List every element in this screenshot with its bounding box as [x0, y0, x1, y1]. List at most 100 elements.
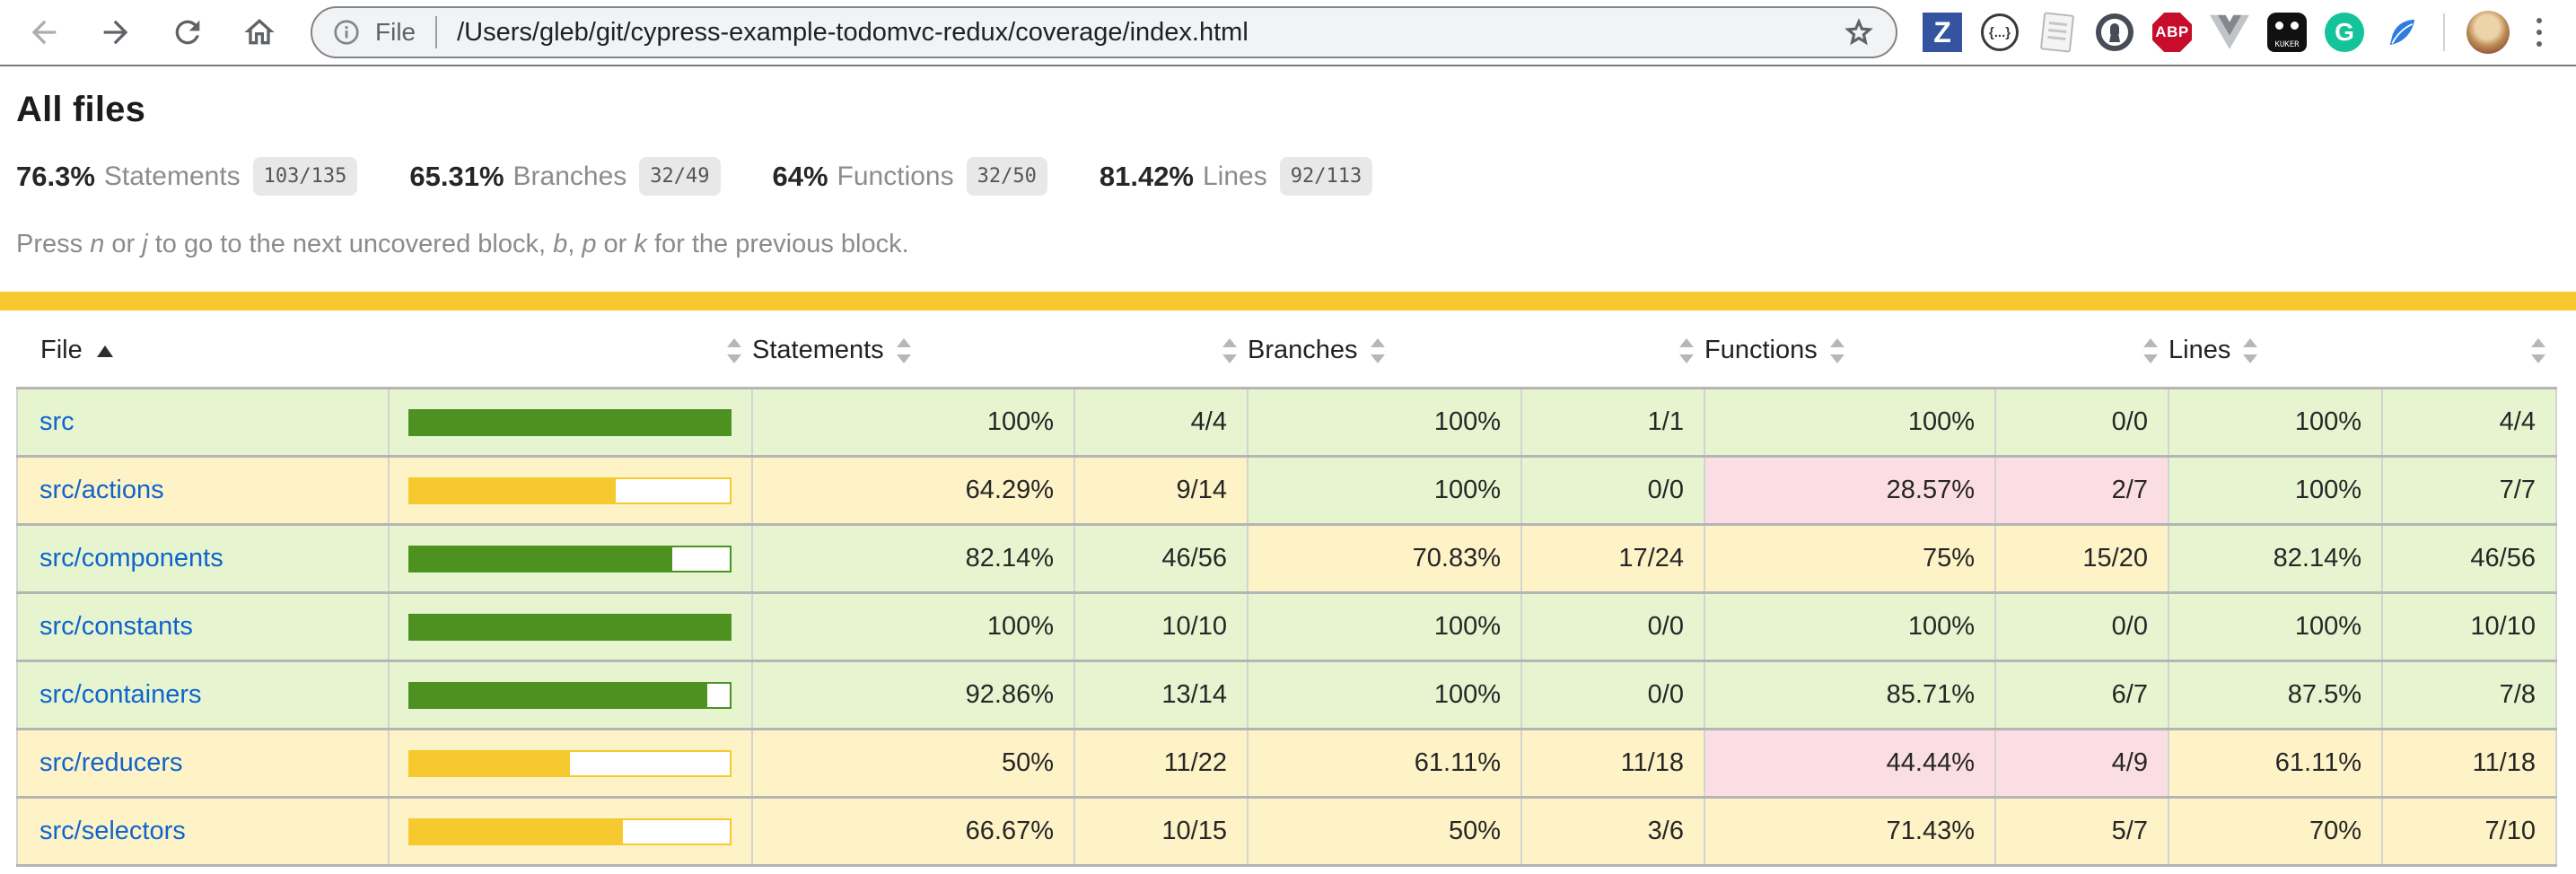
- zotero-glyph: Z: [1923, 13, 1962, 52]
- json-formatter-extension-icon[interactable]: {...}: [1979, 12, 2020, 53]
- coverage-bar: [408, 545, 732, 572]
- vue-devtools-extension-icon[interactable]: [2209, 12, 2250, 53]
- statements-fraction-cell: 10/10: [1073, 591, 1249, 663]
- coverage-bar: [408, 613, 732, 641]
- column-header-statements-raw[interactable]: [1074, 336, 1248, 389]
- adblock-plus-extension-icon[interactable]: ABP: [2151, 12, 2193, 53]
- home-button[interactable]: [239, 12, 280, 53]
- coverage-bar-fill: [410, 819, 624, 843]
- statements-fraction-cell: 13/14: [1073, 660, 1249, 731]
- sort-toggle-icon[interactable]: [1829, 336, 1844, 365]
- column-header-branches-raw[interactable]: [1521, 336, 1704, 389]
- sort-toggle-icon[interactable]: [896, 336, 911, 365]
- table-row: src/constants 100% 10/10 100% 0/0 100% 0/0 100%…: [16, 591, 2557, 663]
- statements-fraction-cell: 9/14: [1073, 455, 1249, 527]
- functions-metric: 64% Functions 32/50: [773, 157, 1047, 196]
- branches-pct-cell: 50%: [1247, 796, 1522, 868]
- file-cell: src/reducers: [16, 728, 390, 800]
- coverage-summary: 76.3% Statements 103/135 65.31% Branches…: [16, 157, 2558, 196]
- sort-toggle-icon[interactable]: [727, 336, 741, 365]
- onepassword-extension-icon[interactable]: [2094, 12, 2135, 53]
- zotero-extension-icon[interactable]: Z: [1922, 12, 1963, 53]
- column-header-functions-raw[interactable]: [1995, 336, 2169, 389]
- statements-fraction-cell: 10/15: [1073, 796, 1249, 868]
- statements-pct: 76.3%: [16, 160, 95, 192]
- file-link[interactable]: src/actions: [39, 476, 164, 505]
- reload-button[interactable]: [167, 12, 208, 53]
- sort-toggle-icon[interactable]: [1222, 336, 1237, 365]
- keyboard-hint: Press n or j to go to the next uncovered…: [16, 230, 909, 258]
- file-link[interactable]: src/components: [39, 544, 223, 573]
- coverage-table-body: src 100% 4/4 100% 1/1 100% 0/0 100% 4/4 src/actio…: [16, 387, 2557, 868]
- column-label: Branches: [1248, 336, 1358, 364]
- coverage-bar-empty: [672, 546, 730, 571]
- column-header-file[interactable]: File: [17, 336, 389, 389]
- branches-fraction-cell: 0/0: [1520, 591, 1705, 663]
- functions-pct-cell: 100%: [1704, 591, 1996, 663]
- file-link[interactable]: src/reducers: [39, 748, 183, 778]
- column-label: Lines: [2169, 336, 2231, 364]
- branches-fraction-cell: 1/1: [1520, 387, 1705, 459]
- functions-fraction-cell: 6/7: [1994, 660, 2169, 731]
- column-header-lines[interactable]: Lines: [2169, 336, 2382, 389]
- lines-fraction-cell: 7/7: [2381, 455, 2557, 527]
- statements-metric: 76.3% Statements 103/135: [16, 157, 358, 196]
- back-button[interactable]: [23, 12, 65, 53]
- sort-toggle-icon[interactable]: [2143, 336, 2158, 365]
- statements-pct-cell: 82.14%: [751, 523, 1075, 595]
- lines-fraction: 92/113: [1279, 157, 1373, 196]
- sort-toggle-icon[interactable]: [1370, 336, 1385, 365]
- statements-pct-cell: 92.86%: [751, 660, 1075, 731]
- lines-metric: 81.42% Lines 92/113: [1100, 157, 1373, 196]
- profile-avatar[interactable]: [2466, 11, 2510, 54]
- kuker-extension-icon[interactable]: KUKER: [2266, 12, 2308, 53]
- grammarly-extension-icon[interactable]: G: [2324, 12, 2365, 53]
- coverage-bar-empty: [570, 751, 730, 775]
- branches-label: Branches: [513, 161, 627, 191]
- branches-fraction-cell: 17/24: [1520, 523, 1705, 595]
- functions-pct-cell: 85.71%: [1704, 660, 1996, 731]
- table-row: src/containers 92.86% 13/14 100% 0/0 85.71% 6/…: [16, 660, 2557, 731]
- lines-label: Lines: [1203, 161, 1267, 191]
- coverage-bar-fill: [410, 615, 730, 639]
- notes-extension-icon[interactable]: [2037, 12, 2078, 53]
- branches-pct-cell: 100%: [1247, 455, 1522, 527]
- feather-extension-icon[interactable]: [2381, 12, 2423, 53]
- sort-toggle-icon[interactable]: [2531, 336, 2545, 365]
- functions-fraction-cell: 5/7: [1994, 796, 2169, 868]
- page-info-icon[interactable]: [332, 18, 361, 47]
- file-link[interactable]: src/containers: [39, 680, 202, 710]
- sort-toggle-icon[interactable]: [1679, 336, 1694, 365]
- lines-pct-cell: 82.14%: [2168, 523, 2383, 595]
- browser-menu-button[interactable]: [2526, 12, 2553, 53]
- sort-asc-icon: [96, 345, 113, 358]
- file-link[interactable]: src: [39, 407, 74, 437]
- url-path[interactable]: /Users/gleb/git/cypress-example-todomvc-…: [457, 17, 1249, 47]
- forward-button[interactable]: [95, 12, 136, 53]
- branches-fraction-cell: 0/0: [1520, 660, 1705, 731]
- file-link[interactable]: src/selectors: [39, 817, 186, 846]
- branches-pct-cell: 100%: [1247, 660, 1522, 731]
- functions-pct-cell: 71.43%: [1704, 796, 1996, 868]
- coverage-table-wrap: File Statements Branches Functions Lines…: [0, 310, 2576, 868]
- column-label: File: [40, 336, 83, 365]
- branches-fraction-cell: 0/0: [1520, 455, 1705, 527]
- column-header-branches[interactable]: Branches: [1248, 336, 1521, 389]
- column-header-functions[interactable]: Functions: [1704, 336, 1995, 389]
- url-separator: [435, 16, 438, 48]
- lines-fraction-cell: 7/8: [2381, 660, 2557, 731]
- table-row: src/reducers 50% 11/22 61.11% 11/18 44.44% 4/9…: [16, 728, 2557, 800]
- column-header-lines-raw[interactable]: [2382, 336, 2556, 389]
- statements-label: Statements: [103, 161, 241, 191]
- file-link[interactable]: src/constants: [39, 612, 193, 642]
- branches-pct: 65.31%: [409, 160, 504, 192]
- coverage-bar: [408, 681, 732, 709]
- page-title: All files: [16, 90, 146, 129]
- address-bar[interactable]: File /Users/gleb/git/cypress-example-tod…: [311, 6, 1897, 58]
- lines-pct-cell: 100%: [2168, 387, 2383, 459]
- bookmark-star-icon[interactable]: [1842, 15, 1876, 49]
- report-header: All files 76.3% Statements 103/135 65.31…: [0, 66, 2576, 259]
- column-header-statements[interactable]: Statements: [752, 336, 1074, 389]
- sort-toggle-icon[interactable]: [2243, 336, 2258, 365]
- column-header-bar[interactable]: [389, 336, 752, 389]
